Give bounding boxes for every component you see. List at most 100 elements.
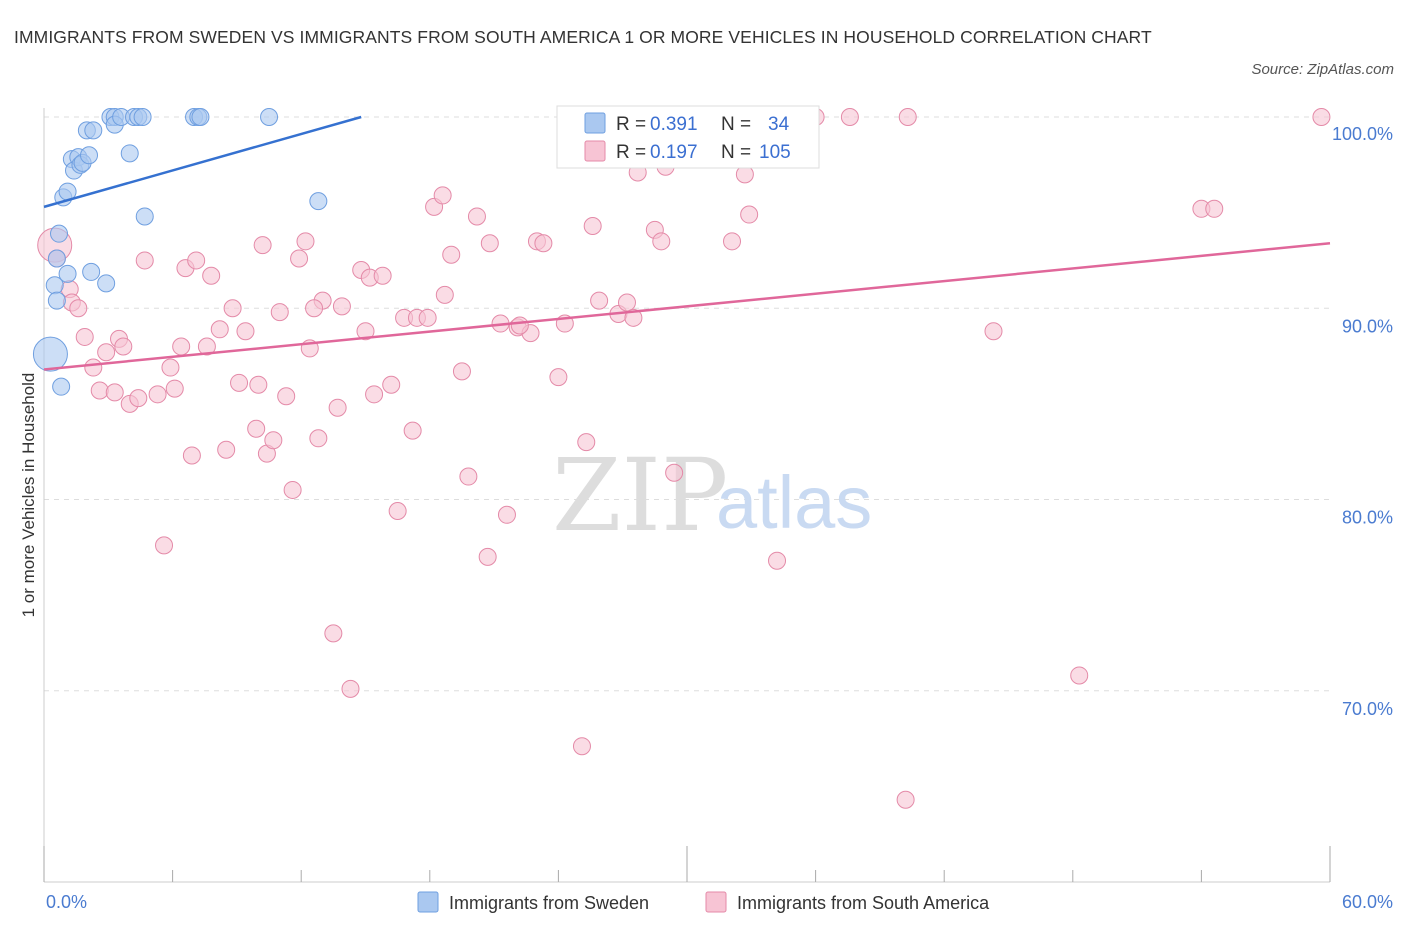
bottom-legend-label-sweden: Immigrants from Sweden [449,893,649,913]
data-point-south-america [105,383,124,402]
data-point-south-america [202,266,221,285]
top-legend: R = 0.391 N = 34 R = 0.197 N = 105 [556,105,820,169]
data-point-south-america [723,232,742,251]
data-point-south-america [534,234,553,253]
x-tick-labels: 0.0% 60.0% [46,892,1393,912]
data-point-south-america [510,316,529,335]
data-point-south-america [161,358,180,377]
legend-r-label-sweden: R = [616,114,646,135]
data-point-south-america [223,299,242,318]
legend-swatch-south-america [584,140,606,162]
data-point-sweden [191,108,210,126]
data-point-south-america [328,398,347,417]
data-point-south-america [1312,108,1331,126]
data-point-south-america [290,249,309,268]
data-point-south-america [896,790,915,809]
data-point-south-america [435,285,454,304]
data-point-south-america [572,737,591,756]
data-point-south-america [165,379,184,398]
chart-title: IMMIGRANTS FROM SWEDEN VS IMMIGRANTS FRO… [14,27,1152,47]
y-tick-label: 70.0% [1342,699,1393,719]
data-point-sweden [133,108,152,126]
data-point-south-america [309,429,328,448]
data-point-sweden [52,377,71,396]
legend-n-label-sweden: N = [721,114,751,135]
data-point-sweden [82,262,101,281]
data-point-south-america [652,232,671,251]
data-point-south-america [617,293,636,312]
data-point-south-america [182,446,201,465]
y-axis-title: 1 or more Vehicles in Household [19,373,38,618]
legend-n-value-south-america: 105 [759,142,791,163]
data-point-south-america [129,389,148,408]
data-point-south-america [210,320,229,339]
data-point-sweden [58,264,77,283]
data-point-south-america [1205,199,1224,218]
watermark: ZIP atlas [552,437,872,554]
data-point-south-america [497,505,516,524]
legend-r-label-south-america: R = [616,142,646,163]
data-point-south-america [230,373,249,392]
data-point-sweden [32,336,68,372]
bottom-legend-swatch-sweden [417,891,439,913]
data-point-south-america [114,337,133,356]
trend-lines [43,115,1331,371]
legend-swatch-sweden [584,112,606,134]
data-point-south-america [433,186,452,205]
data-point-sweden [47,249,66,268]
data-point-south-america [356,322,375,341]
data-point-south-america [277,387,296,406]
data-point-south-america [283,480,302,499]
data-point-south-america [90,381,109,400]
trend-line-sweden [43,115,362,209]
data-point-south-america [247,419,266,438]
data-point-sweden [309,192,328,211]
data-point-south-america [382,375,401,394]
y-tick-labels: 70.0% 80.0% 90.0% 100.0% [1332,124,1393,719]
legend-r-value-sweden: 0.391 [650,114,698,135]
data-point-south-america [388,501,407,520]
data-point-south-america [296,232,315,251]
trend-line-south-america [43,241,1331,371]
data-point-south-america [768,551,787,570]
legend-n-label-south-america: N = [721,142,751,163]
data-point-south-america [442,245,461,264]
x-tick-label: 60.0% [1342,892,1393,912]
data-point-south-america [197,337,216,356]
data-point-sweden [260,108,279,126]
data-point-south-america [217,440,236,459]
data-point-south-america [373,266,392,285]
data-point-south-america [549,368,568,387]
data-point-south-america [341,679,360,698]
data-point-south-america [270,303,289,322]
data-point-south-america [84,358,103,377]
data-point-sweden [47,291,66,310]
data-point-south-america [155,536,174,555]
data-point-south-america [403,421,422,440]
data-point-south-america [459,467,478,486]
data-point-south-america [97,343,116,362]
data-point-south-america [984,322,1003,341]
data-point-south-america [1070,666,1089,685]
data-point-south-america [324,624,343,643]
data-point-sweden [97,274,116,293]
data-point-south-america [840,108,859,126]
data-point-sweden [120,144,139,163]
data-point-south-america [624,308,643,327]
data-point-south-america [75,327,94,346]
legend-r-value-south-america: 0.197 [650,142,698,163]
data-point-south-america [583,217,602,236]
y-tick-label: 80.0% [1342,508,1393,528]
data-point-south-america [898,108,917,126]
chart-source: Source: ZipAtlas.com [1251,61,1394,78]
bottom-legend-swatch-south-america [705,891,727,913]
data-point-south-america [665,463,684,482]
data-point-south-america [478,547,497,566]
data-point-south-america [467,207,486,226]
data-point-south-america [740,205,759,224]
data-point-south-america [135,251,154,270]
x-tick-label: 0.0% [46,892,87,912]
data-point-sweden [84,121,103,140]
data-point-south-america [577,433,596,452]
